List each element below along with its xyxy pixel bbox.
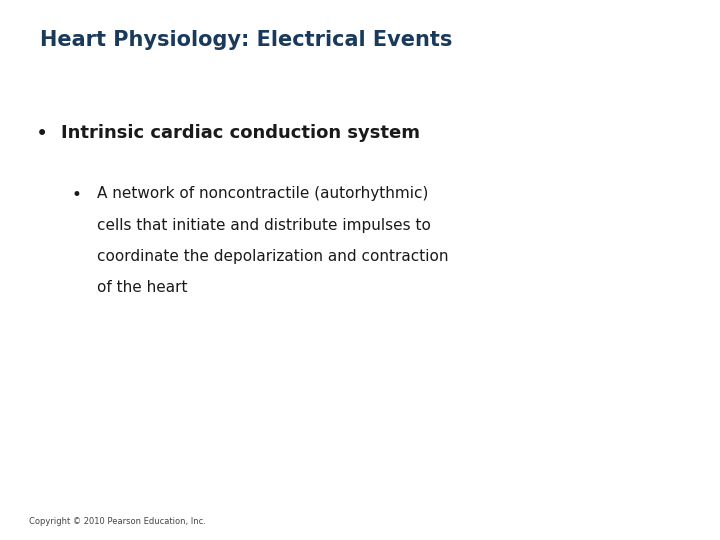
Text: Intrinsic cardiac conduction system: Intrinsic cardiac conduction system — [61, 124, 420, 142]
Text: •: • — [72, 186, 82, 204]
Text: Copyright © 2010 Pearson Education, Inc.: Copyright © 2010 Pearson Education, Inc. — [29, 517, 206, 526]
Text: Heart Physiology: Electrical Events: Heart Physiology: Electrical Events — [40, 30, 452, 50]
Text: of the heart: of the heart — [97, 280, 188, 295]
Text: A network of noncontractile (autorhythmic): A network of noncontractile (autorhythmi… — [97, 186, 428, 201]
Text: cells that initiate and distribute impulses to: cells that initiate and distribute impul… — [97, 218, 431, 233]
Text: •: • — [36, 124, 48, 144]
Text: coordinate the depolarization and contraction: coordinate the depolarization and contra… — [97, 249, 449, 264]
